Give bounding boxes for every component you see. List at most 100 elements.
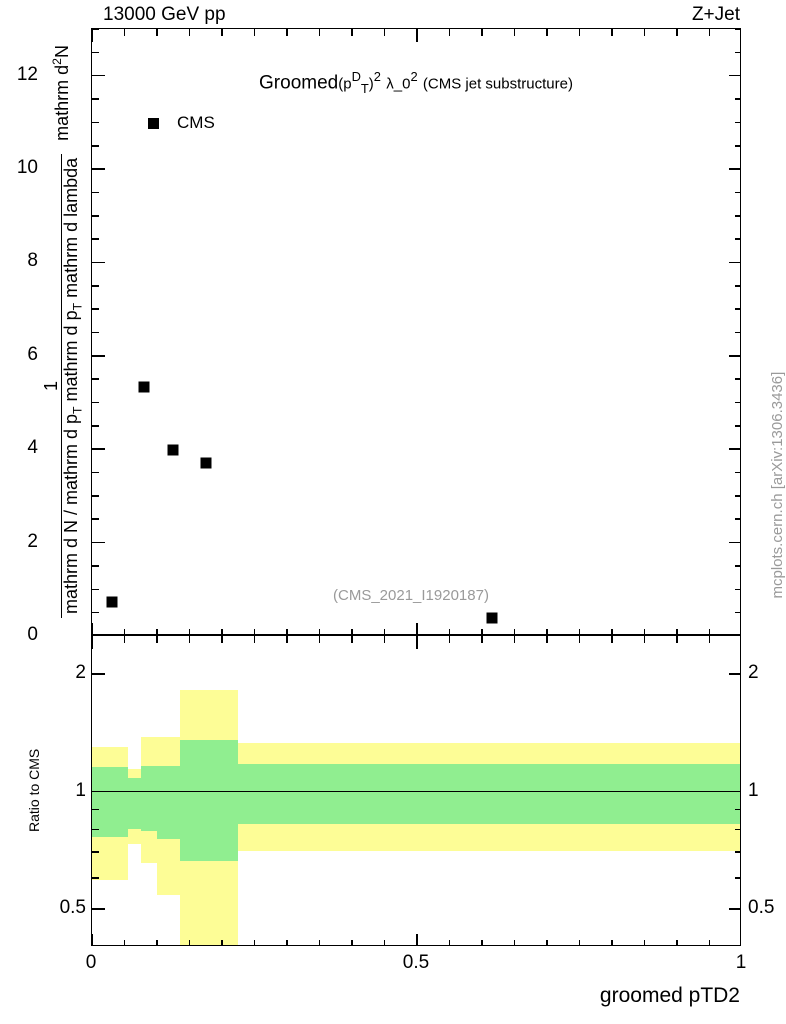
x-tick-ratio-13 (513, 940, 516, 945)
plot-title-obs-pow: 2 (373, 69, 381, 84)
x-tick-main-14 (546, 629, 548, 634)
x-tick-main-19 (708, 629, 711, 634)
x-tick-main-11 (448, 629, 451, 634)
y-tick-main-0.5 (92, 611, 99, 614)
x-tick-ratio-top-8 (351, 636, 353, 643)
analysis-id-watermark: (CMS_2021_I1920187) (333, 587, 489, 604)
y-tick-main-6 (92, 355, 105, 357)
x-tick-ratio-top-18 (676, 636, 678, 643)
y-axis-denominator: mathrm d N / mathrm d pT mathrm d pT mat… (60, 153, 84, 618)
data-point-cms-1 (138, 381, 150, 393)
legend-label-cms: CMS (177, 113, 215, 132)
data-point-cms-0 (106, 596, 117, 608)
x-tick-ratio-17 (643, 940, 646, 945)
plot-title-main: Groomed (259, 72, 339, 94)
y-tick-main-8 (92, 261, 105, 264)
x-tick-main-4 (221, 629, 223, 634)
y-tick-main-1 (92, 588, 99, 591)
x-tick-ratio-top-7 (318, 636, 321, 643)
x-tick-ratio-top-9 (383, 636, 386, 643)
plot-title-obs-sub-t: T (360, 81, 369, 97)
x-tick-main-15 (578, 629, 581, 634)
y-tick-main-5 (92, 401, 99, 404)
y-tick-main-right-7 (735, 308, 740, 310)
legend: CMS (148, 113, 215, 133)
x-tick-ratio-8 (351, 940, 353, 945)
y-axis-tick-label-ratio-right-0.5: 0.5 (748, 897, 775, 919)
x-axis-label: groomed pTD2 (599, 984, 740, 1007)
x-axis-tick-label-1: 1 (735, 952, 747, 973)
x-tick-ratio-15 (578, 940, 581, 945)
y-tick-ratio-right-0.9 (735, 808, 740, 811)
x-tick-main-17 (643, 629, 646, 634)
y-tick-main-13 (92, 29, 99, 30)
y-tick-main-right-10 (729, 168, 740, 170)
x-tick-ratio-16 (611, 940, 613, 945)
y-axis-tick-label-main-12: 12 (16, 63, 38, 85)
y-axis-tick-label-main-0: 0 (27, 624, 38, 645)
y-tick-ratio-right-0.7000000000000001 (735, 851, 740, 853)
ratio-band-inner-green-bin-2 (140, 766, 157, 832)
x-tick-main-7 (318, 629, 321, 634)
y-tick-main-right-11 (735, 121, 740, 124)
y-tick-main-9.5 (92, 191, 99, 194)
y-axis-tick-label-main-2: 2 (27, 530, 38, 552)
x-tick-main-top-5 (253, 29, 256, 36)
y-tick-main-right-10.5 (735, 144, 740, 147)
ratio-band-inner-green-bin-0 (92, 767, 128, 837)
y-tick-main-right-12.5 (735, 51, 740, 54)
y-tick-main-right-9.5 (735, 191, 740, 194)
ratio-plot-area (92, 636, 740, 945)
y-tick-main-right-4.5 (735, 425, 740, 427)
y-tick-main-6.5 (92, 331, 99, 334)
y-tick-main-12 (92, 74, 105, 77)
x-tick-ratio-top-10 (416, 636, 418, 649)
x-tick-main-9 (383, 629, 386, 634)
ratio-band-inner-green-bin-3 (157, 766, 180, 840)
y-tick-main-right-5.5 (735, 378, 740, 380)
y-tick-main-right-4 (729, 448, 740, 451)
y-tick-main-12.5 (92, 51, 99, 54)
y-tick-main-4 (92, 448, 105, 451)
y-tick-main-11.5 (92, 98, 99, 100)
y-tick-ratio-right-0.5 (729, 908, 740, 910)
ratio-band-inner-green-bin-5 (238, 764, 740, 825)
y-axis-numerator: 1 (41, 380, 61, 391)
x-tick-main-3 (188, 629, 191, 634)
y-tick-main-right-1 (735, 588, 740, 591)
x-tick-ratio-top-16 (611, 636, 613, 643)
y-tick-main-10 (92, 168, 105, 170)
plot-title-lambda: λ_0 (386, 75, 411, 93)
y-tick-main-right-8 (729, 261, 740, 264)
process-label: Z+Jet (691, 4, 740, 25)
y-axis-tick-label-main-8: 8 (27, 250, 38, 272)
y-tick-main-right-3.5 (735, 471, 740, 474)
y-tick-ratio-2 (92, 673, 105, 675)
x-tick-main-top-19 (708, 29, 711, 36)
ratio-plot-panel (91, 635, 741, 946)
data-point-cms-4 (486, 612, 498, 624)
x-tick-ratio-19 (708, 940, 711, 945)
x-tick-ratio-top-6 (286, 636, 288, 643)
x-tick-main-6 (286, 629, 288, 634)
x-tick-main-top-14 (546, 29, 548, 36)
y-axis-d2n: mathrm d2N (49, 45, 72, 141)
y-axis-tick-label-main-6: 6 (27, 343, 38, 365)
y-tick-main-right-5 (735, 401, 740, 404)
x-tick-ratio-6 (286, 940, 288, 945)
x-tick-main-top-17 (643, 29, 646, 36)
main-plot-panel: Groomed(pDT)2 λ_02 (CMS jet substructure… (91, 28, 741, 635)
x-tick-main-top-10 (416, 29, 418, 42)
y-tick-ratio-0.5 (92, 908, 105, 910)
y-axis-label-ratio: Ratio to CMS (10, 635, 42, 946)
plot-title-lambda-pow: 2 (410, 69, 418, 84)
y-tick-main-right-0.5 (735, 611, 740, 614)
x-tick-ratio-12 (481, 940, 483, 945)
y-axis-tick-label-ratio-left-0.5: 0.5 (59, 897, 86, 919)
y-tick-main-right-13 (735, 29, 740, 30)
y-axis-label-ratio-text: Ratio to CMS (26, 748, 42, 832)
x-tick-ratio-11 (448, 940, 451, 945)
x-tick-main-top-3 (188, 29, 191, 36)
x-tick-main-top-7 (318, 29, 321, 36)
y-tick-main-8.5 (92, 238, 99, 240)
